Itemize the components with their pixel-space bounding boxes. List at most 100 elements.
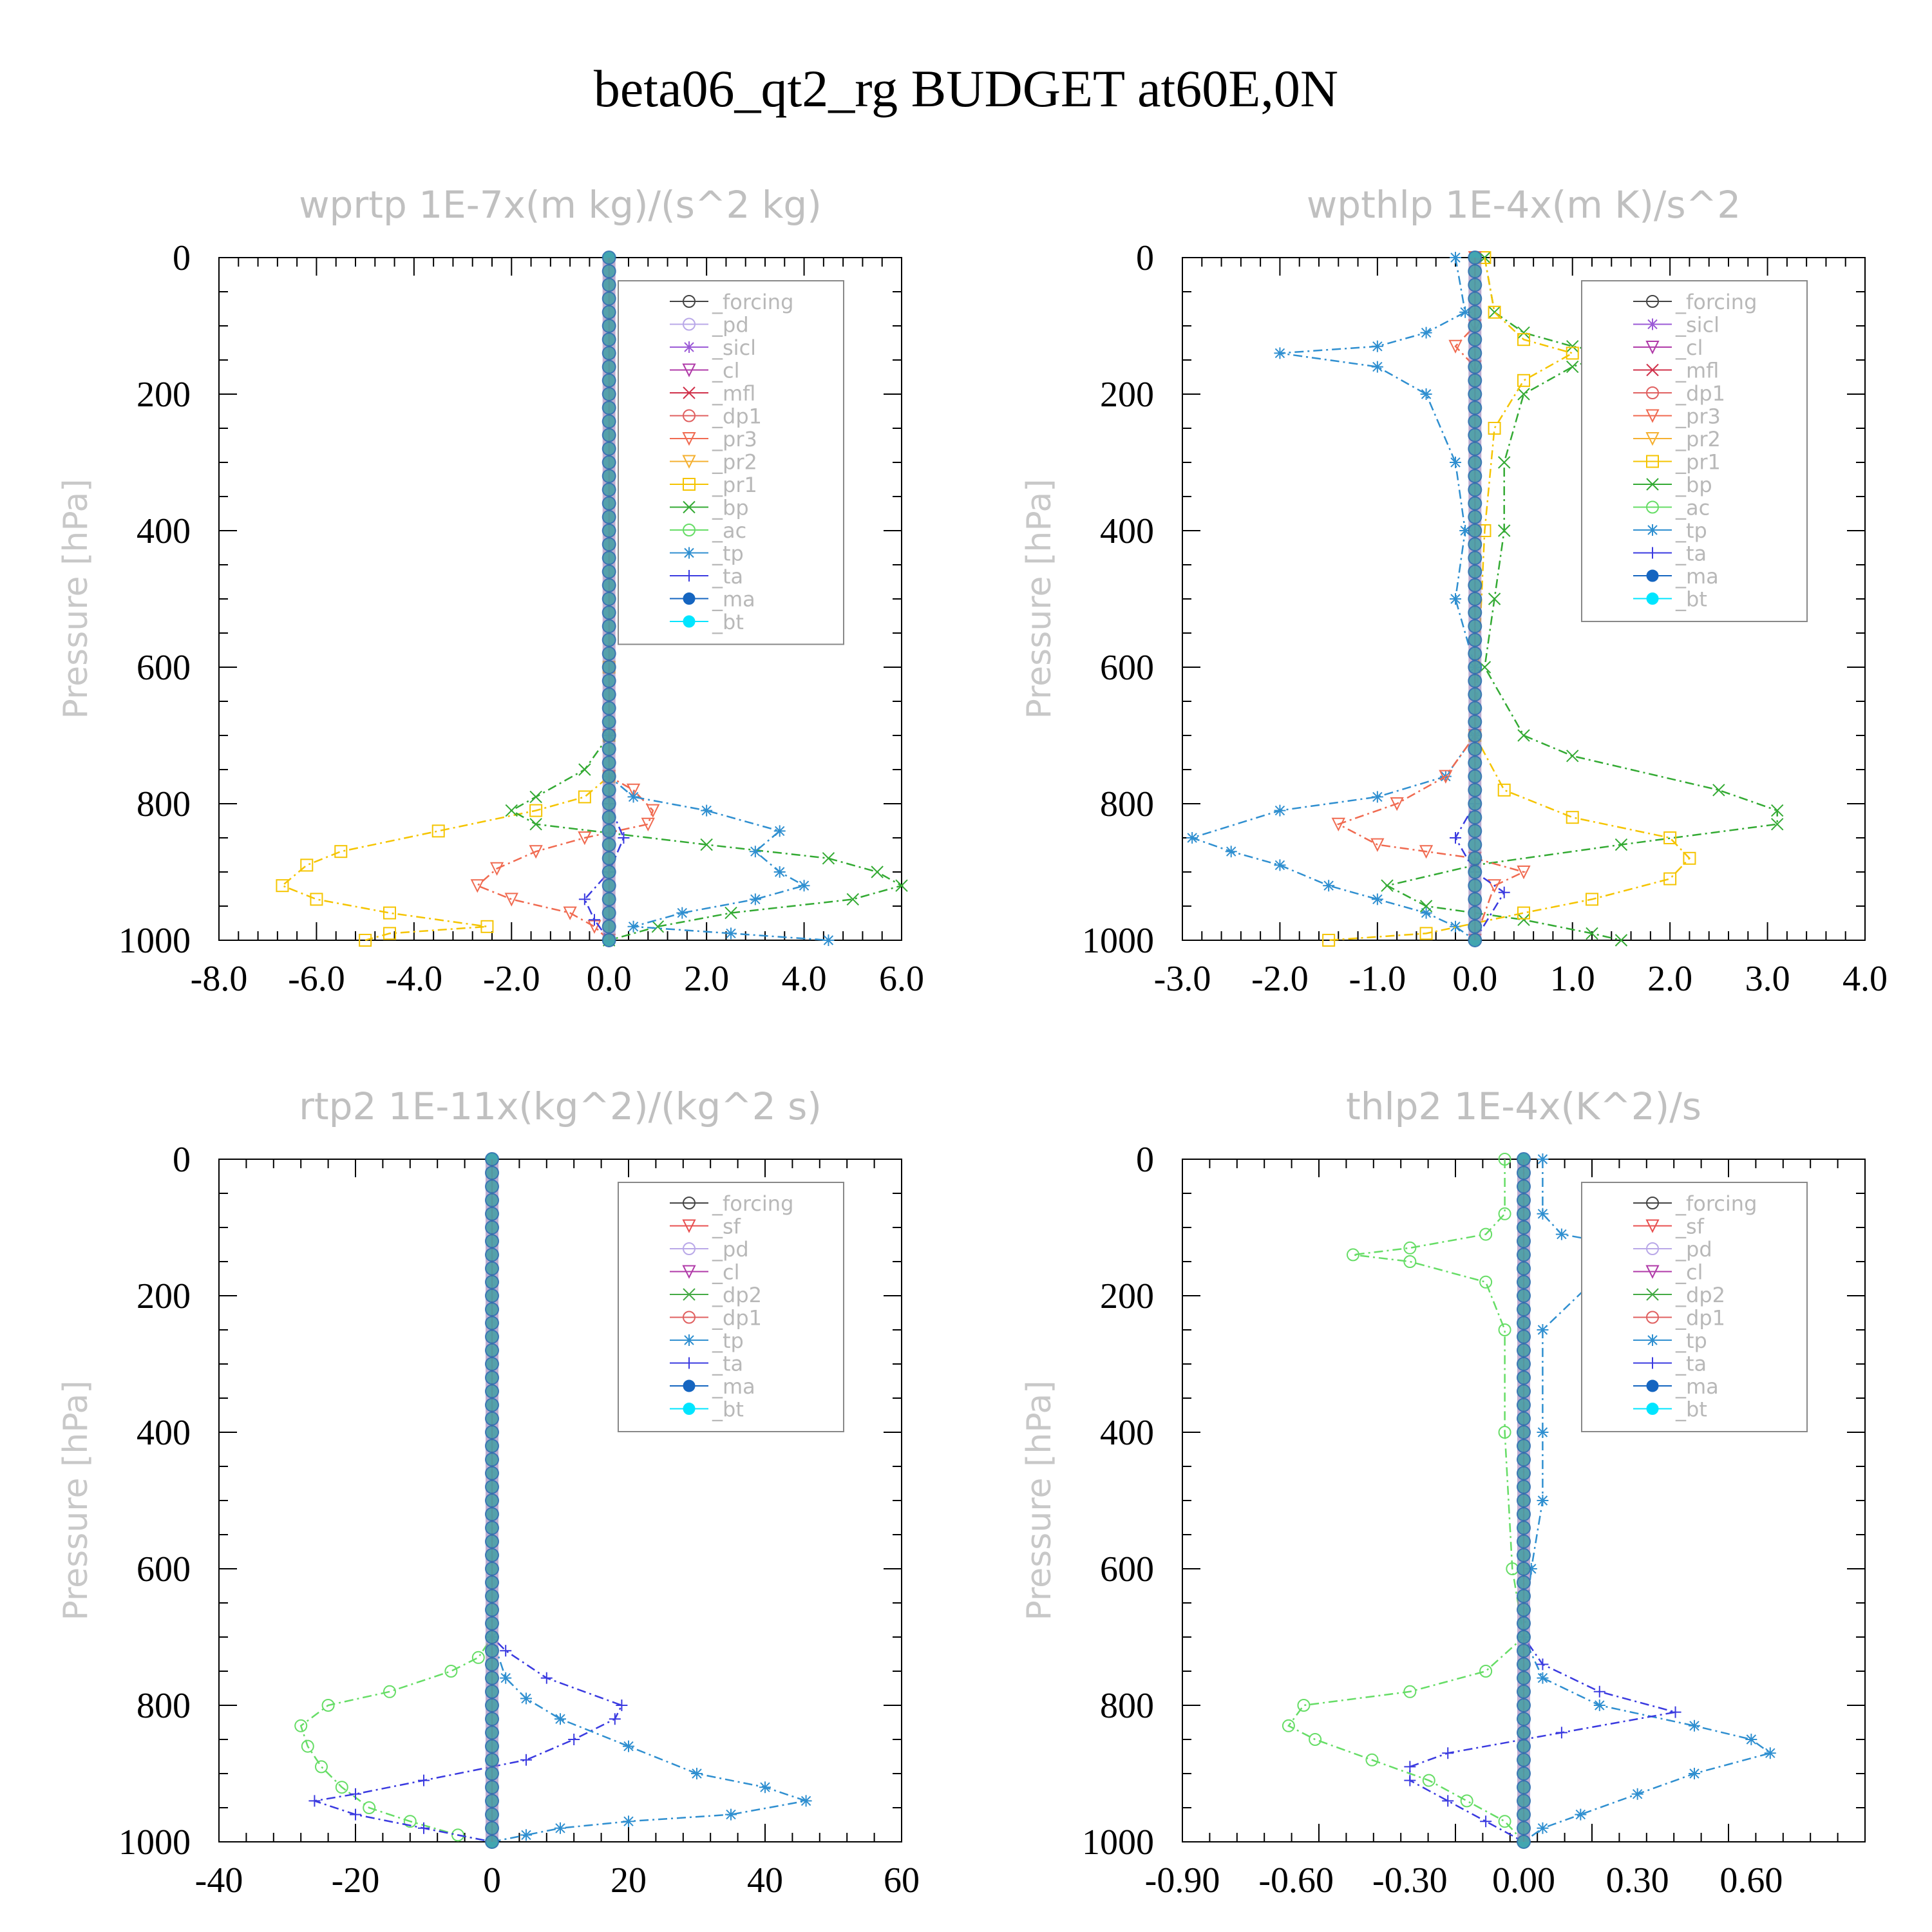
legend-label: _pr2 [712, 450, 757, 475]
data-point [1274, 347, 1286, 359]
bt-marker [1517, 1357, 1531, 1371]
bt-marker [601, 524, 616, 538]
y-tick-label: 200 [137, 375, 191, 415]
x-tick-label: 3.0 [1745, 959, 1790, 999]
bt-marker [601, 291, 616, 306]
legend-marker [1646, 363, 1659, 377]
bt-marker [1517, 1152, 1531, 1166]
data-point [451, 1828, 464, 1842]
bt-marker [1517, 1643, 1531, 1658]
bt-marker [485, 1479, 499, 1494]
legend-item-sf: _sf [1633, 1215, 1705, 1239]
legend-marker [1646, 386, 1659, 399]
series-pr3 [470, 729, 660, 948]
x-tick-label: -3.0 [1154, 959, 1211, 999]
bt-marker [1468, 278, 1482, 292]
legend-marker [683, 341, 695, 353]
data-point [701, 804, 713, 817]
x-tick-label: -2.0 [483, 959, 540, 999]
data-point [1404, 1761, 1416, 1773]
bt-marker [485, 1589, 499, 1604]
legend-item-tp: _tp [670, 1329, 744, 1353]
legend-label: _forcing [1675, 290, 1757, 314]
bt-marker [1517, 1384, 1531, 1399]
x-tick-label: 0.00 [1492, 1861, 1555, 1900]
data-point [301, 1739, 314, 1753]
legend-label: _forcing [712, 290, 793, 314]
legend-label: _tp [712, 1329, 744, 1353]
data-point [1517, 333, 1530, 346]
legend-item-mfl: _mfl [1633, 359, 1719, 383]
data-point [334, 845, 348, 858]
bt-marker [1517, 1343, 1531, 1358]
bt-marker [1517, 1193, 1531, 1208]
data-point [363, 1801, 376, 1814]
bt-marker [1517, 1752, 1531, 1767]
legend-box [1581, 1182, 1808, 1432]
legend-item-pr2: _pr2 [670, 450, 757, 475]
bt-marker [601, 878, 616, 893]
data-point [294, 1719, 308, 1732]
data-point [578, 790, 591, 804]
data-point [1365, 1753, 1379, 1766]
bt-marker [1468, 387, 1482, 401]
bt-marker [485, 1520, 499, 1535]
legend-marker [1647, 524, 1658, 536]
bt-marker [601, 619, 616, 634]
data-point [1771, 804, 1784, 817]
legend-item-cl: _cl [1633, 1260, 1703, 1285]
chart-title: thlp2 1E-4x(K^2)/s [1346, 1084, 1701, 1128]
legend-label: _dp1 [712, 404, 762, 429]
series-line [475, 735, 654, 941]
x-tick-label: -0.30 [1372, 1861, 1448, 1900]
y-tick-label: 400 [1100, 511, 1154, 551]
bt-marker [1468, 537, 1482, 552]
bt-marker [485, 1534, 499, 1549]
legend-label: _dp1 [1675, 1306, 1725, 1331]
bt-marker [1468, 797, 1482, 811]
data-point [308, 1795, 321, 1807]
legend-marker [1646, 1403, 1659, 1415]
legend-label: _pr1 [1675, 450, 1721, 475]
bt-marker [601, 496, 616, 511]
bt-marker [601, 414, 616, 429]
data-point [1403, 1685, 1417, 1698]
legend-item-ac: _ac [670, 518, 746, 543]
series-line [1336, 258, 1526, 941]
data-point [563, 906, 577, 920]
legend-item-pd: _pd [670, 1237, 749, 1262]
bt-marker [601, 455, 616, 469]
bt-marker [1517, 1616, 1531, 1631]
legend-label: _dp1 [712, 1306, 762, 1331]
legend-label: _cl [712, 359, 739, 383]
data-point [1683, 851, 1696, 865]
legend-marker [683, 317, 696, 331]
data-point [505, 804, 518, 817]
legend-item-ta: _ta [1633, 1352, 1707, 1376]
bt-marker [485, 1766, 499, 1781]
data-point [444, 1665, 458, 1678]
data-point [1419, 900, 1433, 913]
data-point [1488, 305, 1501, 319]
x-tick-label: 40 [747, 1861, 783, 1900]
bt-marker [601, 401, 616, 415]
y-tick-label: 200 [137, 1276, 191, 1316]
chart-title: wpthlp 1E-4x(m K)/s^2 [1307, 183, 1741, 227]
bt-marker [1517, 1630, 1531, 1644]
bt-marker [1517, 1370, 1531, 1385]
legend-marker [1645, 341, 1660, 355]
data-point [1498, 1815, 1511, 1828]
legend-item-ta: _ta [670, 564, 743, 589]
y-tick-label: 600 [137, 648, 191, 688]
bt-marker [485, 1671, 499, 1685]
x-tick-label: -8.0 [191, 959, 248, 999]
data-point [310, 893, 323, 906]
x-tick-label: 0.0 [587, 959, 632, 999]
data-point [540, 1672, 553, 1684]
bt-marker [1517, 1247, 1531, 1262]
data-point [1442, 1747, 1454, 1759]
data-point [1566, 360, 1579, 374]
y-tick-label: 1000 [1082, 1823, 1154, 1862]
data-point [626, 783, 641, 798]
data-point [1537, 1208, 1549, 1220]
